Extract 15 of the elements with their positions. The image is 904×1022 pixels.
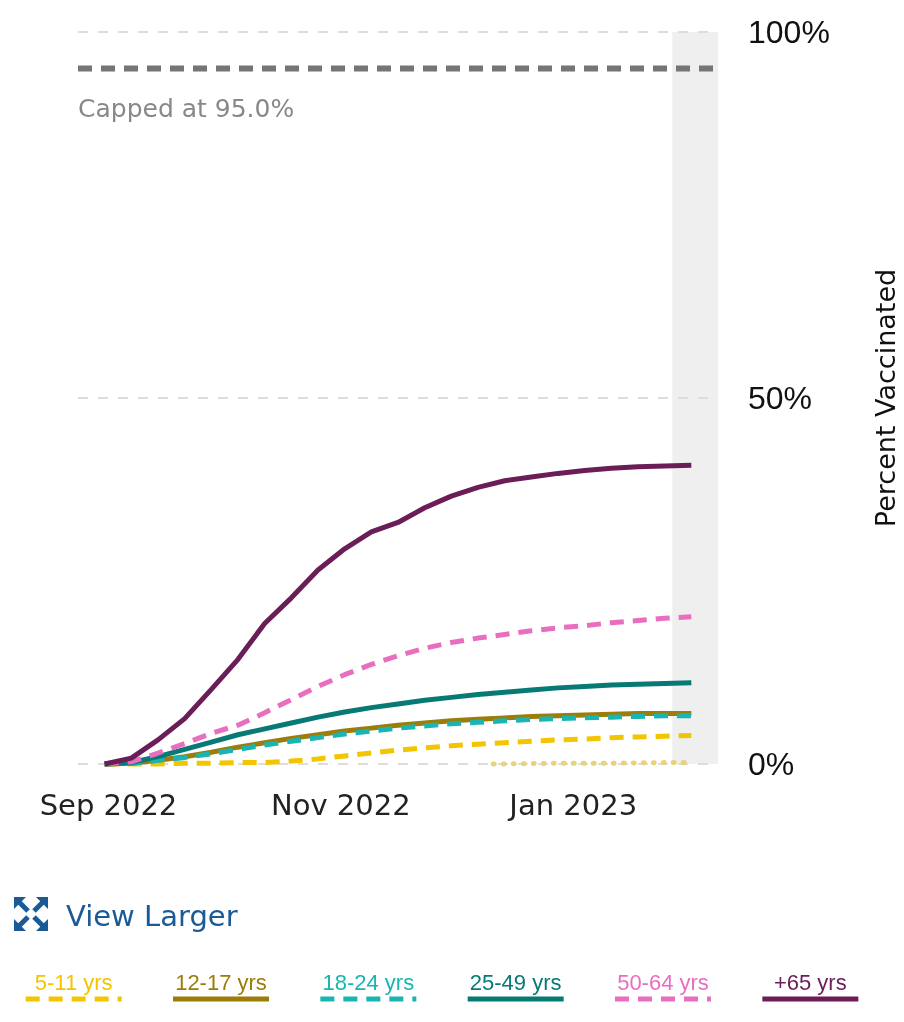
y-axis-title: Percent Vaccinated (870, 268, 901, 528)
text: 5-11 yrs (34, 970, 113, 995)
text: 18-24 yrs (322, 970, 415, 995)
text: +65 yrs (773, 970, 847, 995)
y-tick-label: 100% (748, 14, 830, 51)
text: 50-64 yrs (617, 970, 709, 995)
x-tick-label: Jan 2023 (507, 788, 638, 822)
text: View Larger (66, 899, 238, 933)
x-tick-label: Nov 2022 (271, 788, 411, 822)
y-tick-label: 0% (748, 746, 795, 783)
text: 25-49 yrs (469, 970, 562, 995)
text: 12-17 yrs (175, 970, 267, 995)
y-tick-label: 50% (748, 380, 813, 417)
x-tick-label: Sep 2022 (39, 788, 178, 822)
ref-line-label: Capped at 95.0% (78, 93, 295, 123)
